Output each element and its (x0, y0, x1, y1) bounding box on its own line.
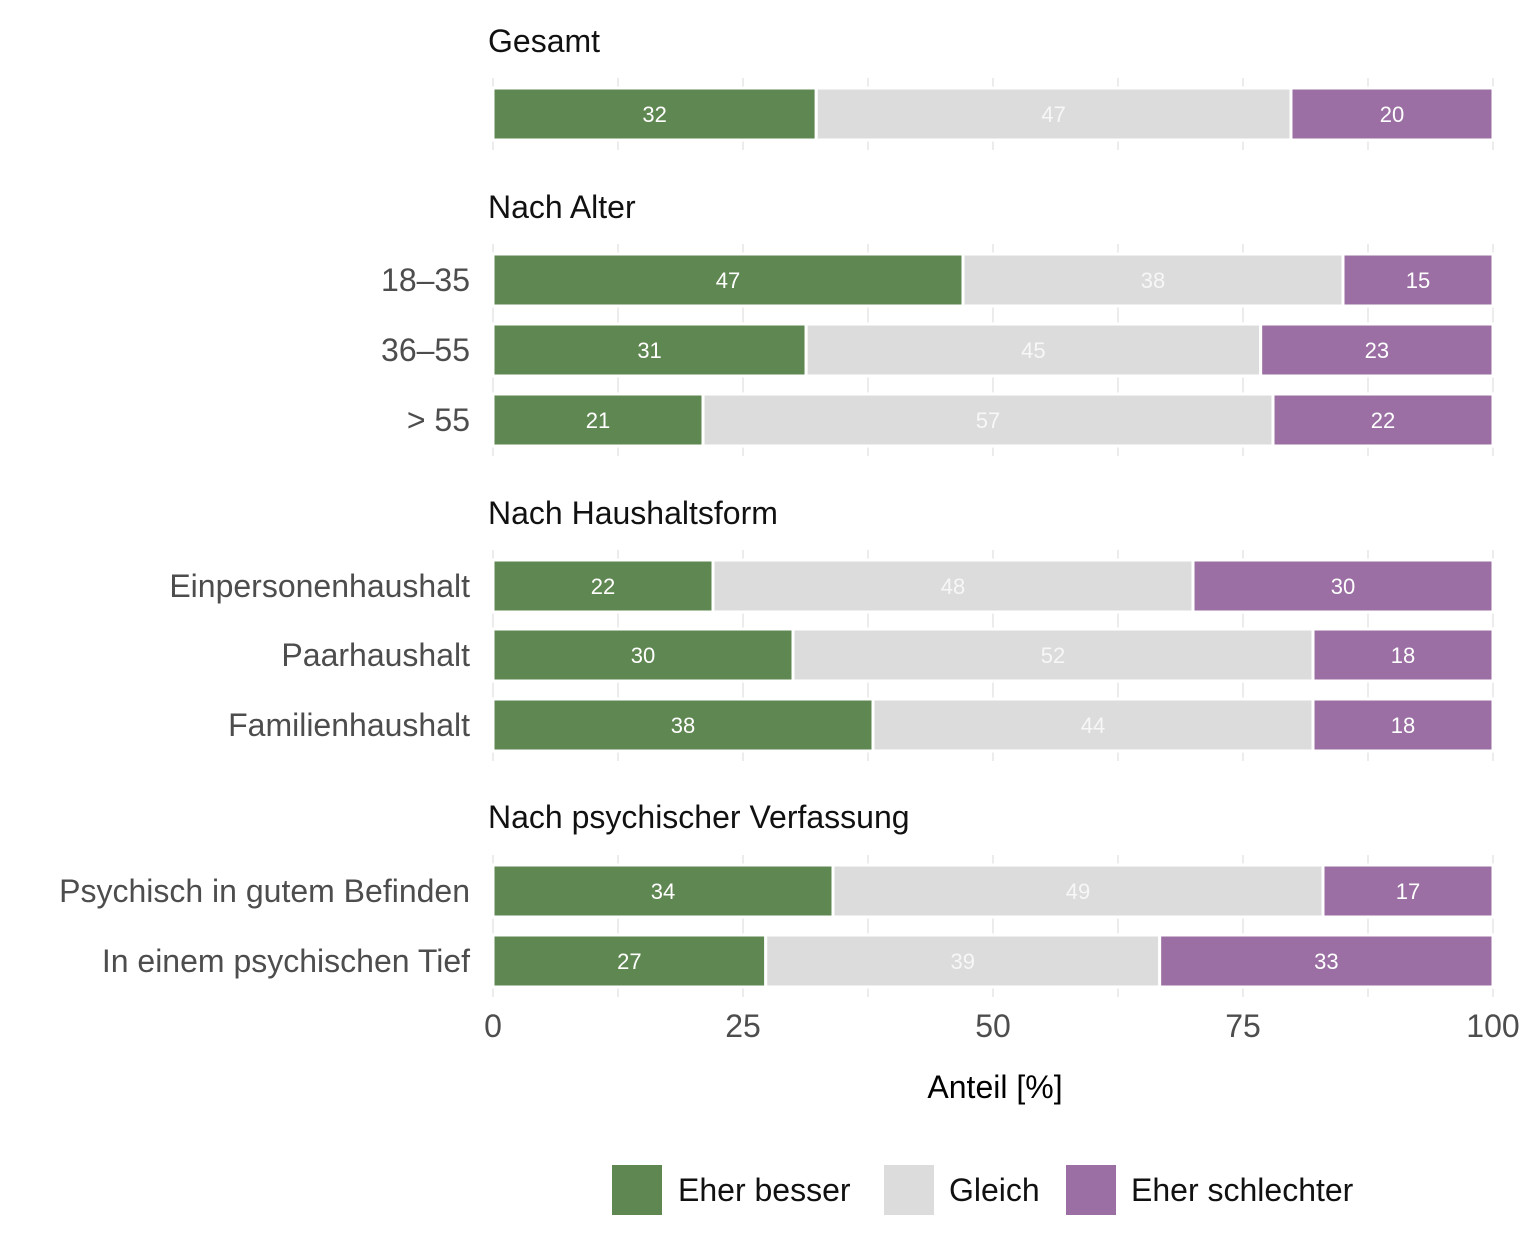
bar-segment-gleich (961, 252, 1345, 308)
x-tick-label: 25 (725, 1008, 761, 1044)
data-label: 39 (950, 949, 974, 974)
legend: Eher besser Gleich Eher schlechter (612, 1165, 1354, 1215)
data-label: 30 (631, 643, 655, 668)
x-axis-title: Anteil [%] (927, 1069, 1062, 1105)
bar-segment-eher-schlechter (1321, 863, 1495, 919)
legend-label: Eher besser (678, 1172, 851, 1208)
bar-segment-gleich (711, 558, 1195, 614)
group-title: Gesamt (488, 23, 600, 59)
gridlines (492, 78, 1494, 997)
x-axis: 0 25 50 75 100 (484, 1008, 1520, 1044)
group-title: Nach psychischer Verfassung (488, 799, 910, 835)
data-label: 52 (1041, 643, 1065, 668)
row-label: 36–55 (381, 332, 470, 368)
x-tick-label: 75 (1225, 1008, 1261, 1044)
data-label: 48 (941, 574, 965, 599)
bar-segment-gleich (804, 322, 1263, 378)
legend-swatch (612, 1165, 662, 1215)
legend-label: Eher schlechter (1131, 1172, 1354, 1208)
data-label: 20 (1380, 102, 1404, 127)
data-label: 17 (1396, 879, 1420, 904)
data-label: 22 (1371, 408, 1395, 433)
legend-swatch (884, 1165, 934, 1215)
data-label: 57 (976, 408, 1000, 433)
data-label: 22 (591, 574, 615, 599)
data-label: 18 (1391, 713, 1415, 738)
row-label: > 55 (407, 402, 470, 438)
x-tick-label: 50 (975, 1008, 1011, 1044)
bar-segment-eher-besser (491, 86, 818, 142)
row-label: Paarhaushalt (281, 637, 470, 673)
bar-segment-gleich (701, 392, 1275, 448)
x-tick-label: 0 (484, 1008, 502, 1044)
bar-segment-eher-schlechter (1271, 392, 1495, 448)
data-label: 38 (1141, 268, 1165, 293)
data-label: 15 (1406, 268, 1430, 293)
bar-segment-eher-schlechter (1311, 697, 1495, 753)
data-label: 47 (1041, 102, 1065, 127)
x-tick-label: 100 (1466, 1008, 1519, 1044)
data-label: 21 (586, 408, 610, 433)
bar-segment-eher-besser (491, 863, 835, 919)
data-label: 27 (617, 949, 641, 974)
row-label: Familienhaushalt (228, 707, 470, 743)
data-label: 49 (1066, 879, 1090, 904)
data-label: 44 (1081, 713, 1105, 738)
bars: Gesamt 32 47 20 Nach Alter 18–35 47 38 15 36–55 31… (59, 23, 1495, 989)
row-label: Psychisch in gutem Befinden (59, 873, 470, 909)
group-title: Nach Haushaltsform (488, 495, 778, 531)
bar-segment-eher-schlechter (1191, 558, 1495, 614)
data-label: 31 (637, 338, 661, 363)
legend-label: Gleich (949, 1172, 1040, 1208)
data-label: 34 (651, 879, 675, 904)
data-label: 33 (1314, 949, 1338, 974)
bar-segment-eher-schlechter (1311, 627, 1495, 683)
data-label: 38 (671, 713, 695, 738)
data-label: 30 (1331, 574, 1355, 599)
row-label: 18–35 (381, 262, 470, 298)
bar-segment-eher-schlechter (1341, 252, 1495, 308)
data-label: 47 (716, 268, 740, 293)
bar-segment-gleich (814, 86, 1293, 142)
bar-segment-eher-besser (491, 697, 875, 753)
row-label: Einpersonenhaushalt (169, 568, 470, 604)
bar-segment-eher-schlechter (1259, 322, 1495, 378)
bar-segment-eher-schlechter (1289, 86, 1495, 142)
data-label: 23 (1365, 338, 1389, 363)
bar-segment-gleich (871, 697, 1315, 753)
data-label: 18 (1391, 643, 1415, 668)
legend-swatch (1066, 1165, 1116, 1215)
bar-segment-eher-besser (491, 392, 705, 448)
bar-segment-eher-besser (491, 252, 965, 308)
data-label: 32 (642, 102, 666, 127)
group-title: Nach Alter (488, 189, 636, 225)
row-label: In einem psychischen Tief (102, 943, 470, 979)
bar-segment-gleich (831, 863, 1325, 919)
bar-segment-eher-besser (491, 558, 715, 614)
bar-segment-eher-schlechter (1158, 933, 1495, 989)
data-label: 45 (1021, 338, 1045, 363)
